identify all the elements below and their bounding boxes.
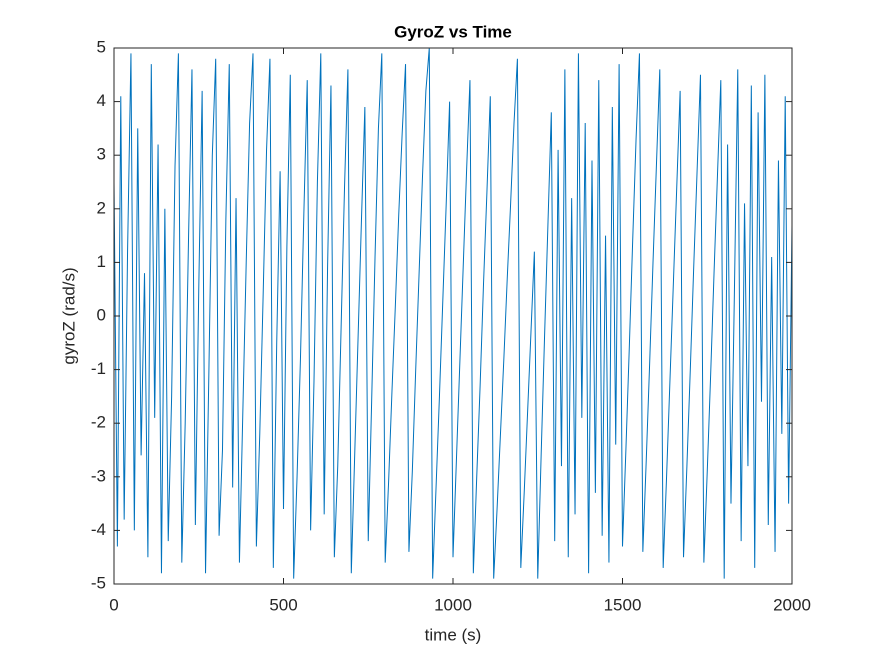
x-axis-label: time (s) <box>425 625 482 644</box>
y-tick-label: 3 <box>97 145 106 164</box>
y-axis-label: gyroZ (rad/s) <box>59 267 78 364</box>
y-tick-label: -1 <box>91 359 106 378</box>
x-tick-label: 0 <box>109 595 118 614</box>
x-tick-label: 1000 <box>434 595 472 614</box>
y-tick-label: 5 <box>97 37 106 56</box>
y-tick-label: 4 <box>97 91 106 110</box>
data-line <box>113 47 793 579</box>
y-tick-label: -3 <box>91 466 106 485</box>
x-tick-label: 2000 <box>773 595 811 614</box>
y-tick-label: 2 <box>97 198 106 217</box>
chart-title: GyroZ vs Time <box>394 22 512 41</box>
y-tick-label: -4 <box>91 520 106 539</box>
x-tick-label: 1500 <box>604 595 642 614</box>
x-tick-label: 500 <box>269 595 297 614</box>
y-tick-label: 1 <box>97 252 106 271</box>
y-tick-label: -5 <box>91 573 106 592</box>
y-tick-label: 0 <box>97 305 106 324</box>
y-tick-label: -2 <box>91 413 106 432</box>
